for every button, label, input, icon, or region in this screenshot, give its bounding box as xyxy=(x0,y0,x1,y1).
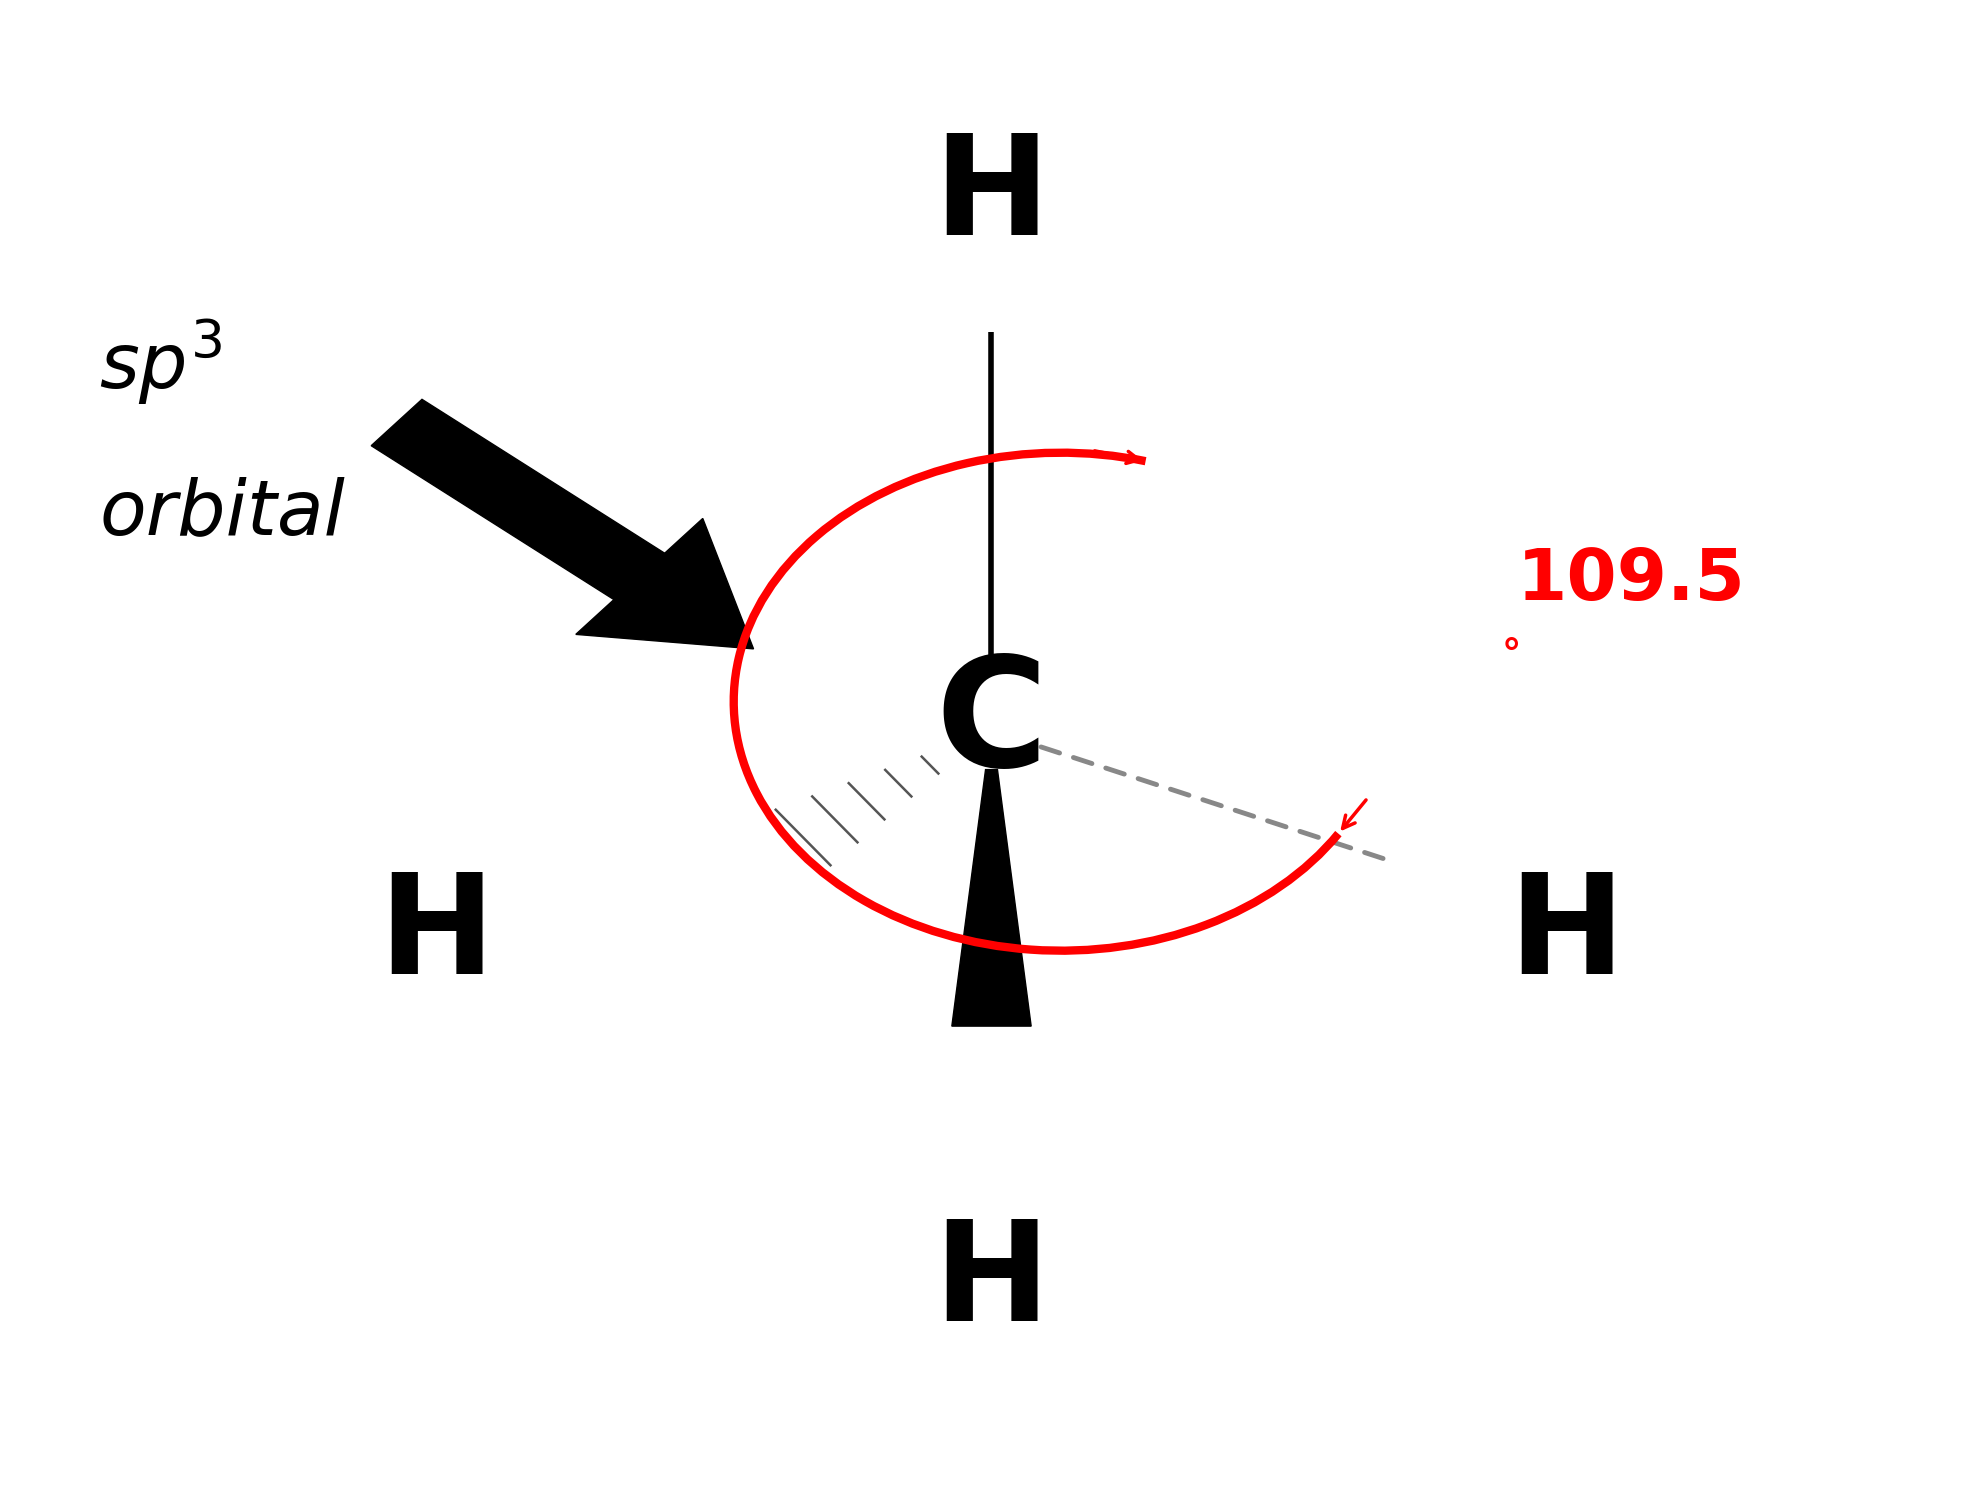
Text: orbital: orbital xyxy=(99,475,345,551)
Text: $sp^3$: $sp^3$ xyxy=(99,317,222,407)
Text: C: C xyxy=(936,650,1046,798)
Text: H: H xyxy=(379,868,494,1003)
Text: H: H xyxy=(1508,868,1623,1003)
Polygon shape xyxy=(575,519,753,649)
Text: H: H xyxy=(934,1215,1048,1351)
Text: °: ° xyxy=(1500,637,1520,676)
Text: H: H xyxy=(934,128,1048,264)
Polygon shape xyxy=(951,770,1031,1026)
Text: 109.5: 109.5 xyxy=(1516,546,1744,616)
Polygon shape xyxy=(371,400,664,599)
